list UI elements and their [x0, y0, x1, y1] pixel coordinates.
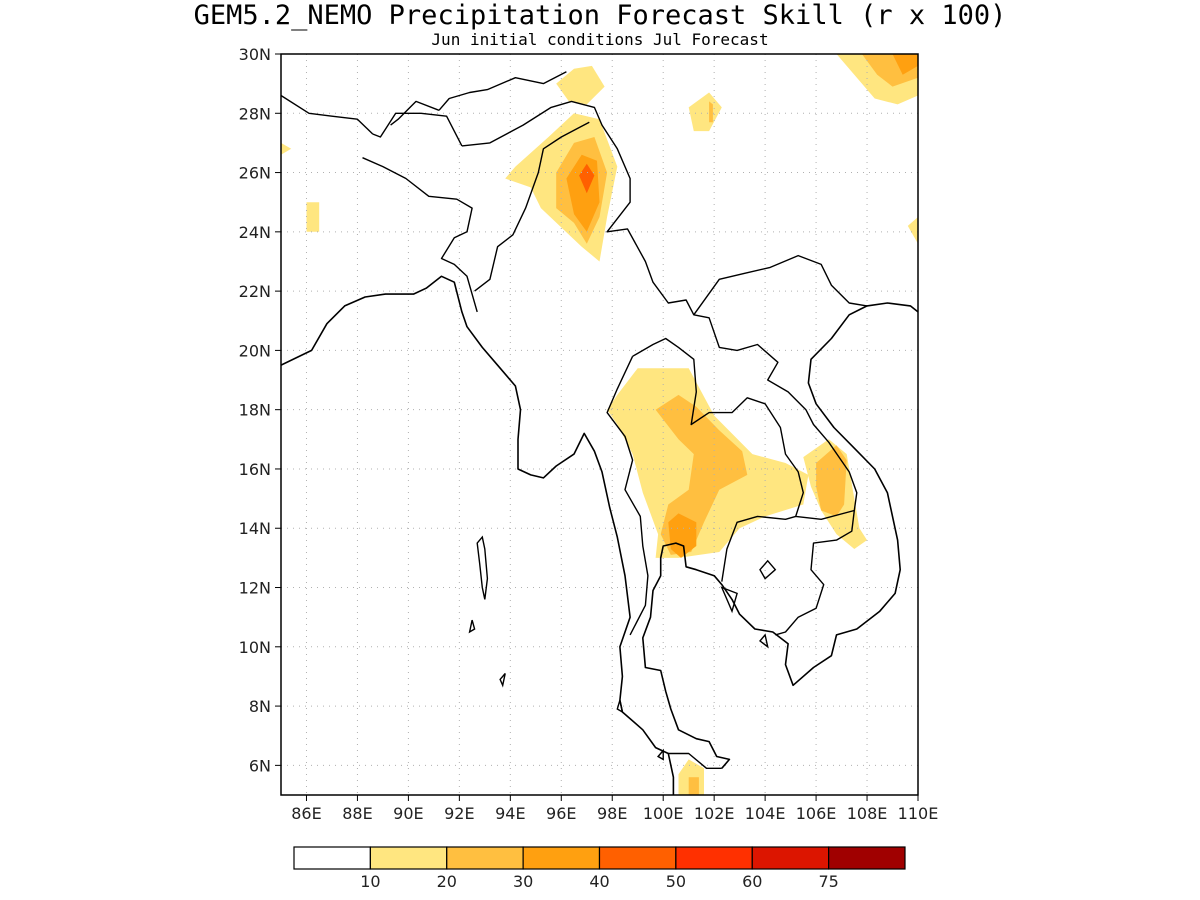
- country-border: [372, 112, 463, 147]
- island-outline: [758, 633, 769, 649]
- colorbar-label: 30: [513, 872, 533, 891]
- lat-tick-label: 22N: [239, 282, 271, 301]
- lon-tick-label: 88E: [342, 804, 372, 823]
- colorbar-swatch: [293, 846, 371, 870]
- lon-tick-label: 102E: [694, 804, 735, 823]
- coastline-layer: [281, 71, 918, 795]
- lon-tick-label: 104E: [745, 804, 786, 823]
- country-border: [795, 509, 855, 520]
- coastline: [641, 302, 918, 769]
- country-border: [281, 94, 374, 135]
- lon-tick-label: 90E: [393, 804, 423, 823]
- lon-tick-label: 92E: [444, 804, 474, 823]
- island-outline: [476, 535, 489, 600]
- lat-tick-label: 30N: [239, 45, 271, 64]
- lat-tick-label: 8N: [249, 697, 271, 716]
- colorbar: 10 20 30 40 50 60 75: [293, 846, 906, 891]
- island-outline: [616, 700, 624, 714]
- colorbar-swatch: [828, 846, 906, 870]
- skill-region-west-edge-level1: [281, 142, 292, 155]
- skill-region-far-northeast-level3: [892, 54, 918, 75]
- lat-tick-label: 20N: [239, 341, 271, 360]
- colorbar-swatch: [522, 846, 601, 870]
- island-outline: [720, 586, 738, 614]
- island-outline: [468, 619, 476, 634]
- colorbar-label: 10: [360, 872, 380, 891]
- colorbar-label: 60: [742, 872, 762, 891]
- plot-frame: [280, 53, 919, 796]
- lon-tick-label: 98E: [597, 804, 627, 823]
- lon-tick-label: 86E: [291, 804, 321, 823]
- colorbar-swatch: [675, 846, 753, 870]
- colorbar-label: 50: [666, 872, 686, 891]
- lat-tick-label: 28N: [239, 104, 271, 123]
- country-border: [632, 337, 804, 582]
- lon-tick-label: 94E: [495, 804, 525, 823]
- skill-region-northeast-level2: [709, 101, 713, 123]
- country-border: [606, 356, 649, 636]
- lat-tick-label: 24N: [239, 223, 271, 242]
- coastline: [281, 275, 675, 795]
- skill-region-northeast-level1: [688, 92, 722, 132]
- skill-region-north-myanmar-level4: [579, 163, 595, 194]
- gridlines: [281, 54, 919, 795]
- skill-region-east-edge-level1: [907, 217, 918, 244]
- island-outline: [499, 673, 506, 688]
- country-border: [362, 157, 478, 313]
- colorbar-label: 75: [818, 872, 838, 891]
- country-border: [438, 71, 567, 111]
- lat-tick-label: 26N: [239, 164, 271, 183]
- lat-tick-label: 18N: [239, 401, 271, 420]
- colorbar-swatch: [446, 846, 524, 870]
- chart-title: GEM5.2_NEMO Precipitation Forecast Skill…: [194, 0, 1007, 31]
- lon-tick-label: 100E: [643, 804, 684, 823]
- country-border: [461, 100, 868, 316]
- country-border: [474, 121, 590, 292]
- country-border: [390, 100, 440, 126]
- lon-tick-label: 108E: [847, 804, 888, 823]
- skill-region-west-dot-level1: [306, 202, 320, 232]
- skill-region-north-tip-level1: [556, 65, 605, 105]
- skill-fill-layer: [281, 54, 918, 795]
- colorbar-swatch: [751, 846, 830, 870]
- colorbar-label: 20: [437, 872, 457, 891]
- colorbar-label: 40: [589, 872, 609, 891]
- colorbar-swatch: [598, 846, 677, 870]
- lat-tick-label: 12N: [239, 579, 271, 598]
- lat-tick-label: 10N: [239, 638, 271, 657]
- skill-region-south-malaysia-level2: [688, 777, 699, 795]
- country-border: [668, 752, 722, 769]
- island-outline: [657, 748, 664, 761]
- skill-region-thailand-level3: [668, 513, 697, 558]
- skill-region-laos-cambodia-level2: [816, 445, 847, 517]
- colorbar-swatch: [369, 846, 448, 870]
- lon-tick-label: 96E: [546, 804, 576, 823]
- country-border: [693, 314, 858, 636]
- chart-subtitle: Jun initial conditions Jul Forecast: [431, 30, 768, 49]
- lon-tick-label: 110E: [898, 804, 939, 823]
- lon-tick-label: 106E: [796, 804, 837, 823]
- lat-tick-label: 6N: [249, 756, 271, 775]
- lat-tick-label: 16N: [239, 460, 271, 479]
- island-outline: [759, 559, 777, 580]
- lat-tick-label: 14N: [239, 519, 271, 538]
- axis-ticks: 86E 88E 90E 92E 94E 96E 98E 100E 102E 104E 106E 108…: [239, 45, 939, 823]
